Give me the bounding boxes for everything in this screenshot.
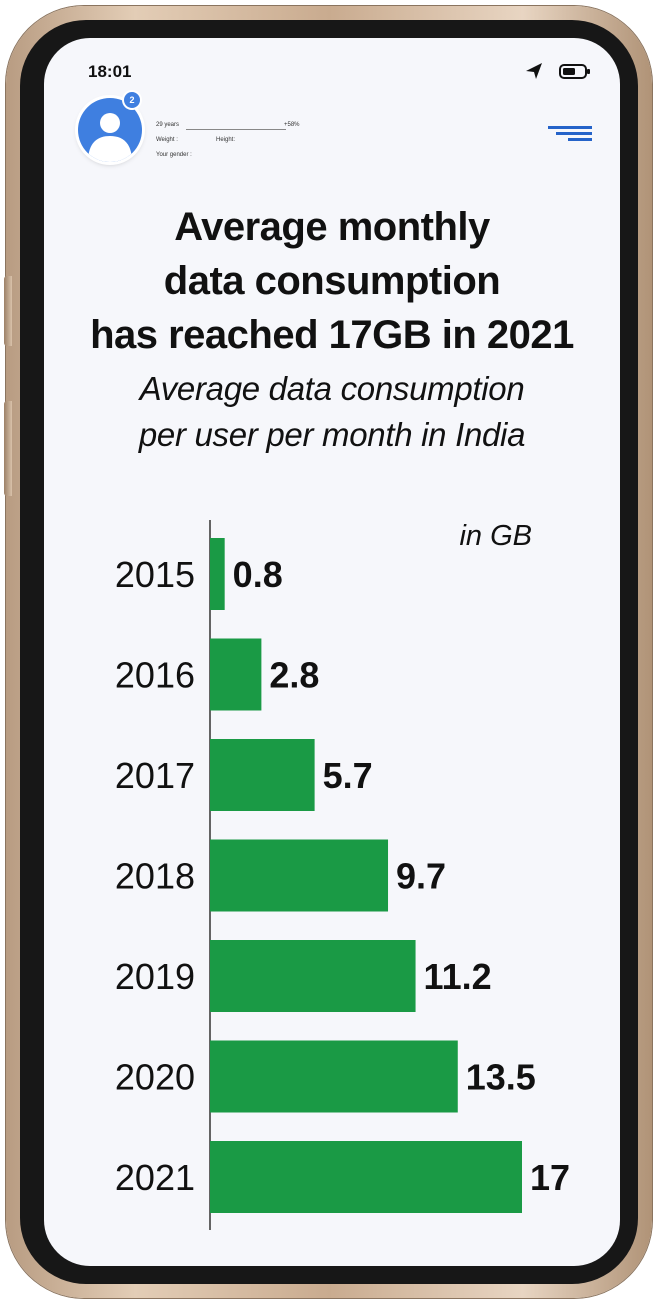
bar-2015 [210,538,225,610]
value-label: 5.7 [323,755,373,796]
bar-chart: in GB 2015 0.8 2016 2.8 2017 5.7 2018 9.7 2019 11.… [115,520,570,1230]
bar-2016 [210,638,262,711]
category-label: 2016 [115,655,195,696]
battery-icon [559,64,590,79]
phone-screen: 18:01 2 29 years +58% Weight : Height: Y… [44,38,620,1266]
value-label: 2.8 [269,655,319,696]
category-label: 2018 [115,856,195,897]
chart-title-line: has reached 17GB in 2021 [90,313,574,357]
user-icon [88,113,132,162]
bar-2019 [210,940,416,1012]
value-label: 9.7 [396,856,446,897]
bar-2017 [210,739,315,811]
value-label: 11.2 [424,956,492,997]
value-label: 0.8 [233,554,283,595]
status-time: 18:01 [88,62,132,81]
chart-title: Average monthly data consumption has rea… [44,200,620,362]
menu-icon[interactable] [548,126,592,142]
category-label: 2015 [115,554,195,595]
chart-title-line: data consumption [163,259,501,303]
status-icons [526,63,590,79]
chart-subtitle-line: per user per month in India [138,416,526,453]
bar-2020 [210,1040,458,1113]
category-label: 2017 [115,755,195,796]
phone-side-button [4,401,12,496]
category-label: 2021 [115,1157,195,1198]
value-label: 17 [530,1157,570,1198]
value-label: 13.5 [466,1057,536,1098]
location-arrow-icon [526,63,542,79]
avatar[interactable] [78,98,142,162]
profile-age: 29 years [156,122,180,128]
bar-2018 [210,839,389,912]
progress-line [186,129,286,130]
weight-label: Weight : [156,137,178,143]
profile-percent: +58% [284,122,300,128]
unit-label: in GB [459,520,532,552]
chart-subtitle: Average data consumption per user per mo… [44,366,620,458]
bar-2021 [210,1141,522,1213]
gender-label: Your gender : [156,152,192,158]
category-label: 2019 [115,956,195,997]
height-label: Height: [216,137,236,143]
profile-details: 29 years +58% Weight : Height: Your gend… [156,122,306,167]
notification-badge: 2 [124,92,140,108]
chart-subtitle-line: Average data consumption [139,370,525,407]
category-label: 2020 [115,1057,195,1098]
phone-volume-button [4,276,12,346]
chart-title-line: Average monthly [174,205,490,249]
